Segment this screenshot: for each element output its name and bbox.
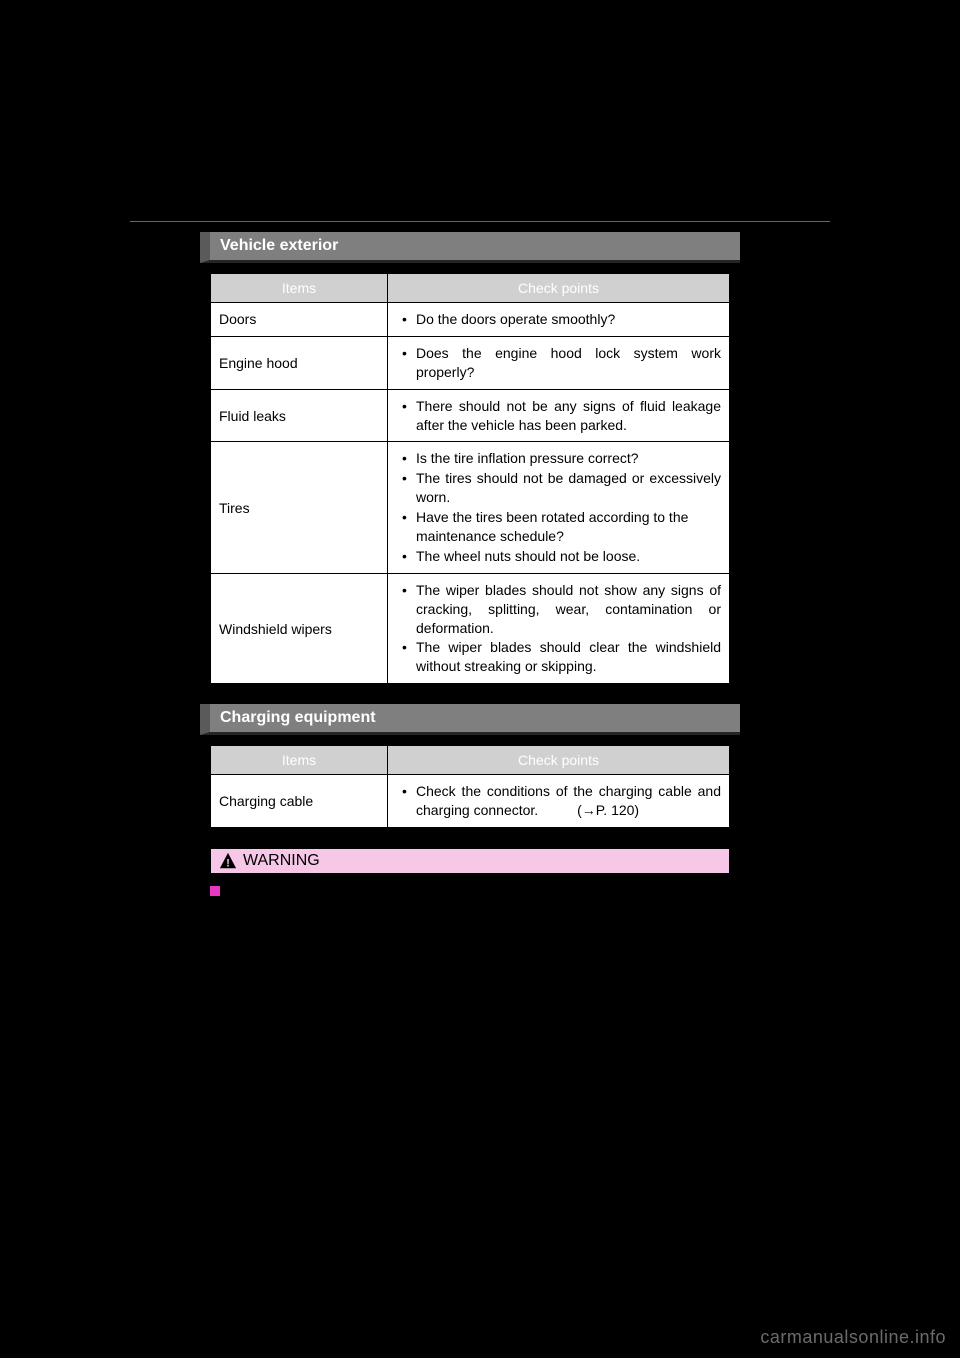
col-header-points: Check points: [388, 274, 730, 303]
content-area: Vehicle exterior Items Check points Door…: [200, 232, 740, 897]
col-header-points: Check points: [388, 746, 730, 775]
row-item: Tires: [211, 442, 388, 573]
check-point: Is the tire inflation pressure correct?: [408, 449, 721, 468]
charging-table: Items Check points Charging cable Check …: [210, 745, 730, 828]
row-points: Does the engine hood lock system work pr…: [388, 336, 730, 389]
row-item: Engine hood: [211, 336, 388, 389]
section-title: Charging equipment: [220, 709, 376, 726]
check-point: The wiper blades should clear the windsh…: [408, 638, 721, 676]
section-header-exterior: Vehicle exterior: [200, 232, 740, 263]
table-row: Tires Is the tire inflation pressure cor…: [211, 442, 730, 573]
check-point: Do the doors operate smoothly?: [408, 310, 721, 329]
svg-text:!: !: [226, 857, 230, 869]
page: Vehicle exterior Items Check points Door…: [0, 0, 960, 1358]
row-points: There should not be any signs of fluid l…: [388, 389, 730, 442]
warning-body: [210, 882, 730, 897]
section-title: Vehicle exterior: [220, 237, 338, 254]
exterior-table: Items Check points Doors Do the doors op…: [210, 273, 730, 684]
table-row: Fluid leaks There should not be any sign…: [211, 389, 730, 442]
row-item: Windshield wipers: [211, 573, 388, 683]
warning-bullet-icon: [210, 886, 220, 896]
check-point: The wiper blades should not show any sig…: [408, 581, 721, 638]
col-header-items: Items: [211, 274, 388, 303]
check-point: There should not be any signs of fluid l…: [408, 397, 721, 435]
check-point: The tires should not be damaged or exces…: [408, 469, 721, 507]
warning-label: WARNING: [243, 852, 320, 870]
warning-header: ! WARNING: [210, 848, 730, 874]
check-point: Check the conditions of the charging cab…: [408, 782, 721, 820]
check-point: Does the engine hood lock system work pr…: [408, 344, 721, 382]
check-point: The wheel nuts should not be loose.: [408, 547, 721, 566]
row-points: Do the doors operate smoothly?: [388, 303, 730, 337]
table-row: Windshield wipers The wiper blades shoul…: [211, 573, 730, 683]
table-row: Doors Do the doors operate smoothly?: [211, 303, 730, 337]
row-item: Doors: [211, 303, 388, 337]
warning-icon: !: [219, 852, 237, 870]
header-rule: [130, 221, 830, 222]
row-points: Is the tire inflation pressure correct? …: [388, 442, 730, 573]
col-header-items: Items: [211, 746, 388, 775]
table-row: Engine hood Does the engine hood lock sy…: [211, 336, 730, 389]
table-row: Charging cable Check the conditions of t…: [211, 775, 730, 828]
watermark: carmanualsonline.info: [760, 1327, 946, 1348]
section-header-charging: Charging equipment: [200, 704, 740, 735]
row-points: Check the conditions of the charging cab…: [388, 775, 730, 828]
row-points: The wiper blades should not show any sig…: [388, 573, 730, 683]
row-item: Fluid leaks: [211, 389, 388, 442]
row-item: Charging cable: [211, 775, 388, 828]
check-point: Have the tires been rotated according to…: [408, 508, 721, 546]
